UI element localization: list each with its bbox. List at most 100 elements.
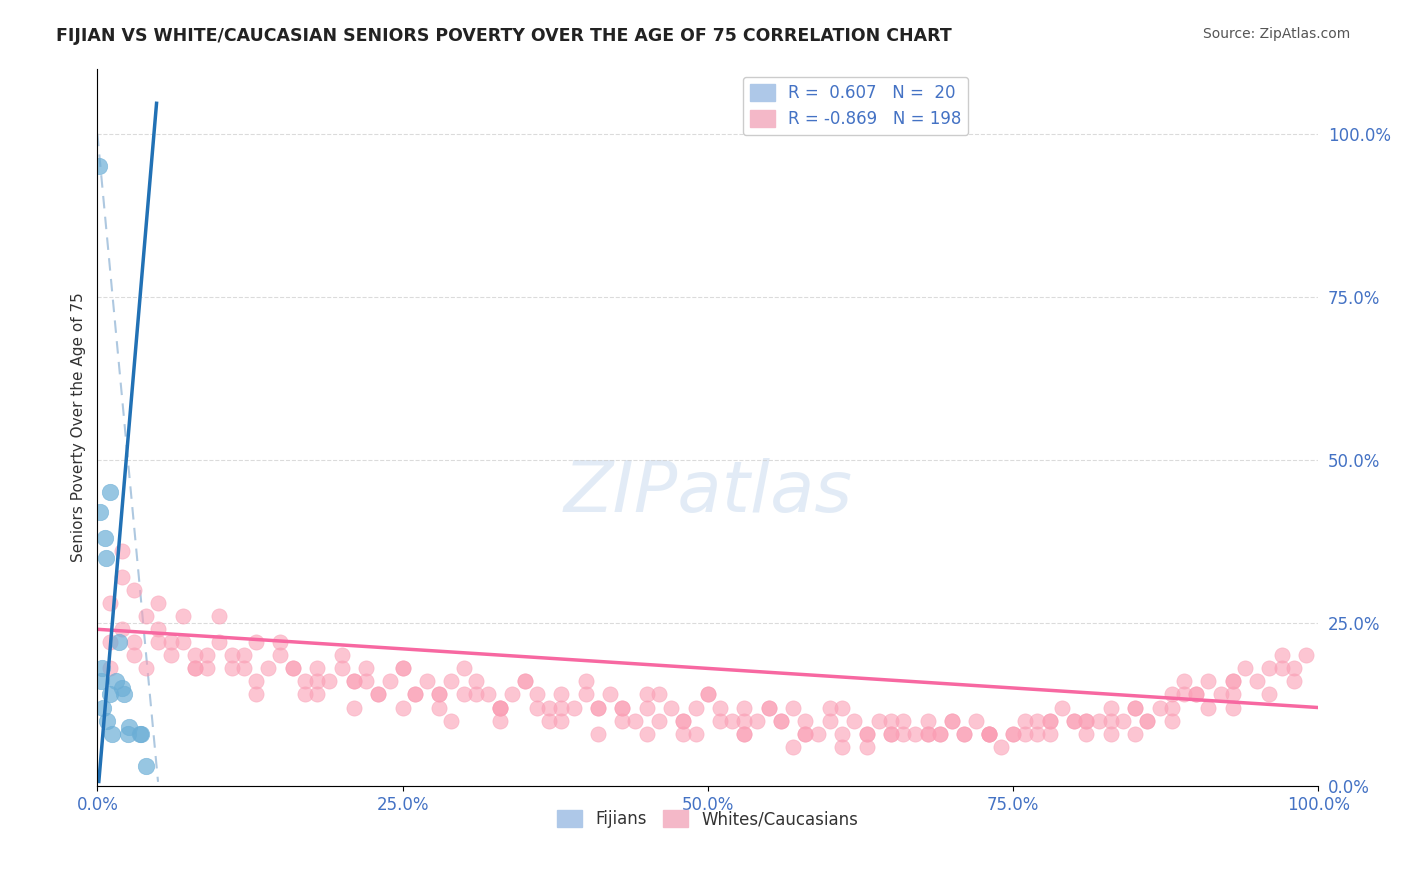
Point [1173,674,1195,689]
Point [1271,661,1294,675]
Point [770,714,793,728]
Point [1234,661,1257,675]
Point [122,635,145,649]
Point [184,661,207,675]
Point [1026,726,1049,740]
Point [195,661,218,675]
Point [831,700,853,714]
Point [977,726,1000,740]
Point [129,726,152,740]
Point [1295,648,1317,663]
Point [464,688,486,702]
Point [782,700,804,714]
Point [1271,648,1294,663]
Point [101,726,124,740]
Point [965,714,987,728]
Point [489,714,512,728]
Point [87,159,110,173]
Point [98,596,121,610]
Point [855,739,877,754]
Point [98,688,121,702]
Point [1197,700,1219,714]
Point [464,674,486,689]
Point [831,726,853,740]
Point [343,674,366,689]
Point [1136,714,1159,728]
Point [672,714,695,728]
Point [1076,714,1098,728]
Point [404,688,426,702]
Point [1112,714,1135,728]
Point [868,714,890,728]
Point [111,570,134,584]
Point [575,674,598,689]
Point [118,720,141,734]
Point [354,674,377,689]
Point [917,726,939,740]
Point [208,635,231,649]
Point [612,700,634,714]
Point [172,609,194,624]
Point [245,635,267,649]
Point [745,714,768,728]
Point [636,688,658,702]
Point [93,700,115,714]
Point [111,544,134,558]
Point [391,661,413,675]
Point [562,700,585,714]
Point [354,661,377,675]
Point [1222,700,1244,714]
Point [1258,661,1281,675]
Point [391,700,413,714]
Point [148,622,170,636]
Point [1282,661,1305,675]
Point [343,700,366,714]
Point [794,726,817,740]
Point [1222,674,1244,689]
Point [599,688,621,702]
Point [709,714,731,728]
Point [367,688,389,702]
Point [1063,714,1085,728]
Point [977,726,1000,740]
Point [513,674,536,689]
Point [794,726,817,740]
Point [1149,700,1171,714]
Point [1136,714,1159,728]
Point [281,661,304,675]
Point [281,661,304,675]
Point [427,688,450,702]
Point [391,661,413,675]
Point [891,714,914,728]
Point [269,635,291,649]
Point [1282,674,1305,689]
Point [917,726,939,740]
Point [758,700,780,714]
Point [953,726,976,740]
Point [245,674,267,689]
Point [1209,688,1232,702]
Point [1185,688,1208,702]
Point [135,661,157,675]
Point [172,635,194,649]
Point [513,674,536,689]
Point [696,688,718,702]
Point [108,635,131,649]
Point [404,688,426,702]
Point [1099,726,1122,740]
Y-axis label: Seniors Poverty Over the Age of 75: Seniors Poverty Over the Age of 75 [72,293,86,562]
Point [941,714,963,728]
Point [1123,726,1146,740]
Text: Source: ZipAtlas.com: Source: ZipAtlas.com [1202,27,1350,41]
Point [917,714,939,728]
Point [733,700,755,714]
Point [758,700,780,714]
Point [782,739,804,754]
Point [1039,726,1062,740]
Text: FIJIAN VS WHITE/CAUCASIAN SENIORS POVERTY OVER THE AGE OF 75 CORRELATION CHART: FIJIAN VS WHITE/CAUCASIAN SENIORS POVERT… [56,27,952,45]
Point [122,583,145,598]
Point [245,688,267,702]
Point [257,661,280,675]
Point [1076,726,1098,740]
Point [733,726,755,740]
